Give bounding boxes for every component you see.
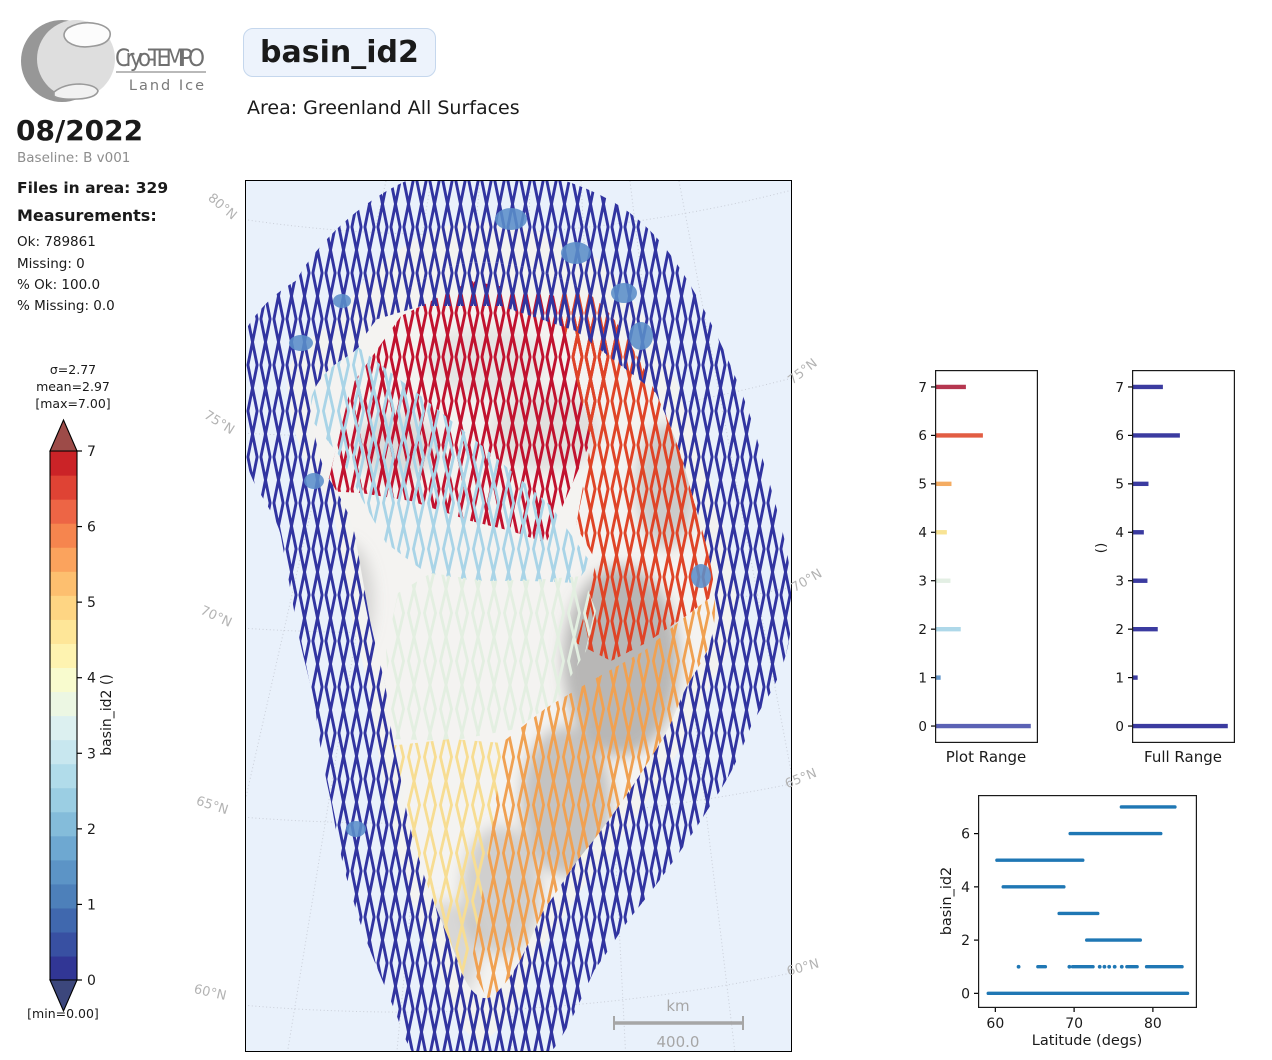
svg-text:70: 70 [1065, 1016, 1083, 1032]
svg-text:0: 0 [1115, 719, 1124, 735]
colorbar-mean: mean=2.97 [36, 379, 110, 394]
files-in-area: Files in area: 329 [17, 179, 169, 197]
scalebar-unit: km [666, 997, 689, 1015]
full-range-xlabel: Full Range [1144, 748, 1222, 766]
svg-text:2: 2 [87, 822, 96, 838]
svg-text:5: 5 [1115, 477, 1124, 493]
stat-missing: Missing: 0 [17, 256, 85, 272]
svg-text:1: 1 [1115, 670, 1124, 686]
svg-text:4: 4 [918, 525, 927, 541]
svg-text:1: 1 [87, 897, 96, 913]
svg-text:6: 6 [1115, 428, 1124, 444]
baseline-label: Baseline: B v001 [17, 150, 131, 166]
stat-pct-ok: % Ok: 100.0 [17, 277, 101, 293]
lat-label: 80°N [204, 190, 240, 224]
map-scalebar: km 400.0 [613, 997, 744, 1051]
scalebar-value: 400.0 [657, 1033, 700, 1051]
svg-text:6: 6 [961, 827, 970, 843]
colorbar-max: [max=7.00] [35, 396, 111, 411]
svg-text:80: 80 [1144, 1016, 1162, 1032]
svg-text:1: 1 [918, 670, 927, 686]
basin-1-patches [289, 208, 711, 837]
logo-subtitle: Land Ice [129, 78, 206, 94]
lat-label: 70°N [789, 566, 825, 596]
date-label: 08/2022 [16, 114, 144, 147]
svg-text:7: 7 [1115, 380, 1124, 396]
svg-text:5: 5 [918, 477, 927, 493]
svg-text:6: 6 [87, 520, 96, 536]
svg-text:6: 6 [918, 428, 927, 444]
svg-text:4: 4 [961, 880, 970, 896]
greenland-track-map: km 400.0 [245, 180, 792, 1052]
area-label: Area: Greenland All Surfaces [247, 97, 520, 119]
svg-text:4: 4 [1115, 525, 1124, 541]
colorbar: 0 1 2 3 4 5 6 7 [49, 418, 96, 1013]
svg-text:5: 5 [87, 595, 96, 611]
svg-text:3: 3 [1115, 574, 1124, 590]
svg-text:0: 0 [961, 986, 970, 1002]
scatter-ylabel: basin_id2 [939, 866, 955, 936]
basin-3-region [386, 573, 596, 741]
basin-2-region [311, 329, 591, 583]
colorbar-min: [min=0.00] [27, 1006, 99, 1021]
svg-text:3: 3 [87, 746, 96, 762]
svg-text:3: 3 [918, 574, 927, 590]
svg-text:2: 2 [1115, 622, 1124, 638]
variable-title: basin_id2 [260, 35, 419, 70]
lat-label: 75°N [201, 407, 237, 439]
colorbar-sigma: σ=2.77 [49, 362, 97, 377]
full-range-chart: 0 1 2 3 4 5 6 7 [1115, 370, 1236, 743]
svg-text:2: 2 [918, 622, 927, 638]
svg-text:2: 2 [961, 933, 970, 949]
measurements-heading: Measurements: [17, 206, 157, 225]
svg-text:7: 7 [918, 380, 927, 396]
latitude-scatter-chart: 60 70 80 0 2 4 6 [961, 795, 1198, 1032]
lat-label: 60°N [192, 982, 228, 1004]
globe-icon [21, 20, 115, 102]
svg-text:0: 0 [918, 719, 927, 735]
svg-text:60: 60 [986, 1016, 1004, 1032]
cryo-tempo-logo: Cryo-TEMPO Land Ice [21, 20, 206, 102]
lat-label: 70°N [197, 603, 235, 631]
logo-title: Cryo-TEMPO [115, 44, 205, 72]
basin-6-region [556, 279, 716, 661]
plot-range-chart: 0 1 2 3 4 5 6 7 [918, 370, 1039, 743]
svg-text:7: 7 [87, 444, 96, 460]
stat-pct-missing: % Missing: 0.0 [17, 298, 115, 314]
full-range-ylabel: () [1093, 542, 1109, 554]
colorbar-axis-label: basin_id2 () [99, 674, 115, 756]
basin-5-region [471, 591, 716, 999]
svg-text:4: 4 [87, 671, 96, 687]
svg-text:0: 0 [87, 973, 96, 989]
scatter-xlabel: Latitude (degs) [1031, 1033, 1143, 1049]
variable-title-badge: basin_id2 [243, 28, 436, 77]
lat-label: 65°N [194, 793, 230, 819]
stat-ok: Ok: 789861 [17, 234, 96, 250]
plot-range-xlabel: Plot Range [945, 748, 1027, 766]
